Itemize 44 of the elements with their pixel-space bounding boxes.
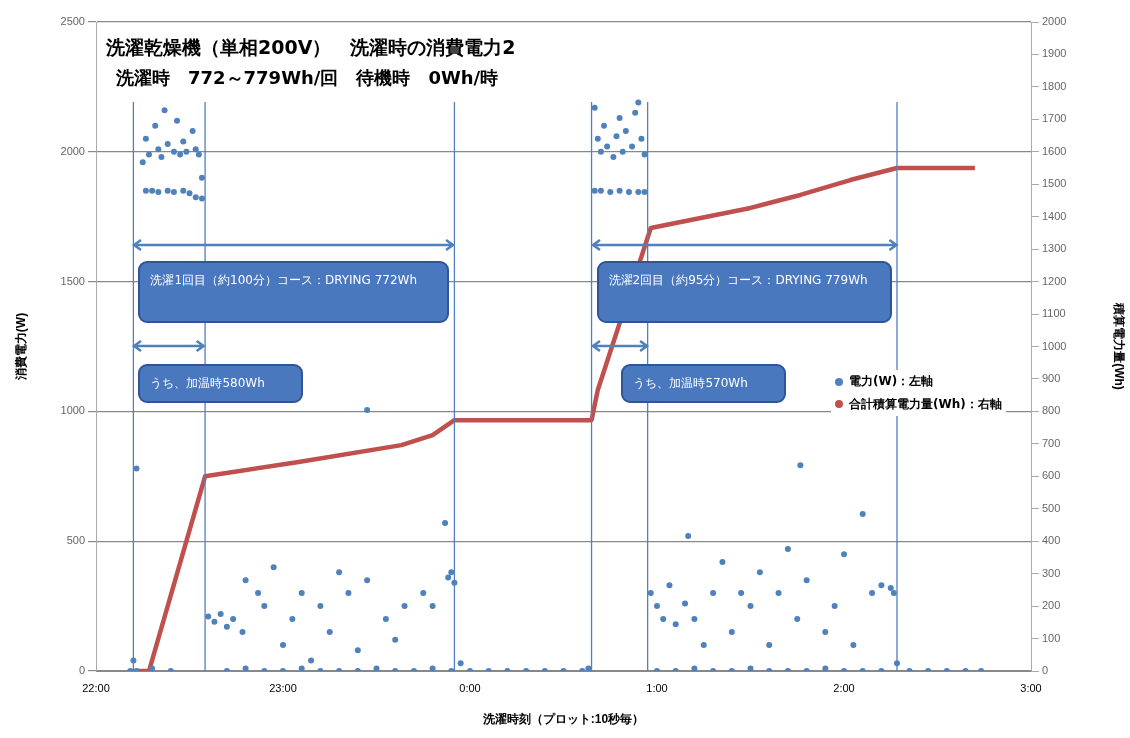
y2-tick-label: 700 [1042,436,1061,449]
y-tick-label: 1000 [60,404,85,417]
y2-tick-label: 0 [1042,664,1049,677]
y2-tick-label: 1300 [1042,242,1067,255]
y-axis-title: 消費電力(W) [13,312,28,382]
y2-tick-label: 1200 [1042,274,1067,287]
y2-tick-label: 400 [1042,534,1061,547]
text: 洗濯乾燥機（単相200V） 洗濯時の消費電力2 [106,35,516,60]
x-tick-label: 1:00 [646,681,668,694]
y2-tick-label: 1800 [1042,79,1067,92]
y2-tick-label: 600 [1042,469,1061,482]
y2-tick-label: 1900 [1042,47,1067,60]
y-tick-label: 2000 [60,144,85,157]
callout-box: うち、加温時570Wh [621,363,787,404]
x-tick-label: 3:00 [1020,681,1042,694]
y2-tick-label: 800 [1042,404,1061,417]
y2-tick-label: 2000 [1042,15,1067,28]
y-tick-label: 0 [78,664,85,677]
y2-tick-label: 900 [1042,371,1061,384]
x-tick-label: 2:00 [833,681,855,694]
y2-tick-label: 1100 [1042,307,1066,320]
y2-tick-label: 1000 [1042,339,1067,352]
y2-tick-label: 300 [1042,566,1061,579]
y2-tick-label: 1600 [1042,144,1067,157]
legend-label: 電力(W)：左軸 [848,373,935,390]
x-axis-title: 洗濯時刻（プロット:10秒毎） [481,712,645,727]
x-tick-label: 22:00 [82,681,110,694]
y2-tick-label: 1400 [1042,209,1067,222]
x-tick-label: 23:00 [269,681,297,694]
text: 洗濯時 772～779Wh/回 待機時 0Wh/時 [116,66,499,90]
y2-tick-label: 500 [1042,501,1061,514]
callout-box: 洗濯1回目（約100分）コース：DRYING 772Wh [138,261,450,323]
y-tick-label: 2500 [60,15,85,28]
y2-tick-label: 1500 [1042,177,1067,190]
y2-tick-label: 200 [1042,599,1061,612]
y2-tick-label: 1700 [1042,112,1067,125]
y-tick-label: 500 [66,534,85,547]
callout-box: 洗濯2回目（約95分）コース：DRYING 779Wh [596,261,892,323]
x-tick-label: 0:00 [459,681,481,694]
y2-tick-label: 100 [1042,631,1061,644]
callout-box: うち、加温時580Wh [138,363,304,404]
y2-axis-title: 積算電力量(Wh) [1112,302,1127,390]
y-tick-label: 1500 [60,274,85,287]
legend-label: 合計積算電力量(Wh)：右軸 [848,395,1002,413]
